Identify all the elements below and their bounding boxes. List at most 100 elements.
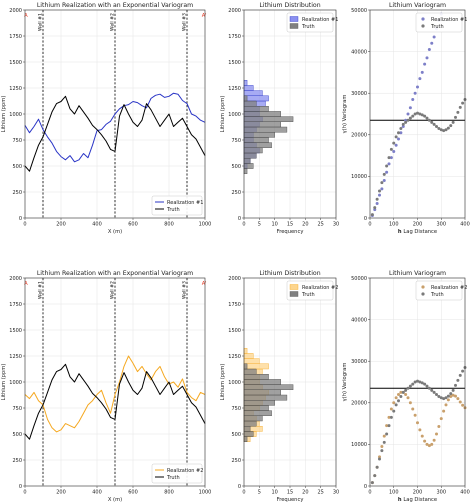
histogram-bar [243, 111, 281, 117]
y-tick-label: 1000 [228, 112, 241, 118]
x-tick-label: 1000 [199, 490, 212, 496]
y-tick-label: 1750 [9, 302, 22, 308]
variogram-point [411, 407, 415, 411]
variogram-point [382, 434, 386, 438]
series-line [24, 355, 206, 433]
variogram-point [425, 384, 429, 388]
x-tick-label: 20 [302, 222, 308, 228]
variogram-point [430, 442, 434, 446]
histogram-bar [243, 105, 269, 112]
variogram-point [413, 91, 417, 95]
variogram-point [397, 399, 400, 403]
variogram-point [430, 388, 434, 392]
y-tick-label: 0 [238, 216, 241, 222]
x-axis-label: X (m) [108, 229, 122, 235]
variogram-point [446, 394, 450, 398]
x-tick-label: 200 [56, 490, 66, 496]
x-tick-label: 25 [317, 490, 323, 496]
variogram-point [385, 424, 389, 428]
variogram-point [432, 35, 436, 39]
x-tick-label: 15 [287, 222, 293, 228]
y-tick-label: 250 [231, 190, 241, 196]
chart-title: Lithium Realization with an Exponential … [37, 2, 193, 9]
variogram-point [399, 131, 403, 135]
variogram-point [408, 116, 412, 120]
variogram-point [461, 369, 465, 373]
variogram-point [404, 118, 408, 122]
variogram-point [454, 394, 457, 398]
histogram-bar [243, 95, 269, 102]
histogram-bar [243, 436, 248, 443]
variogram-point [425, 56, 429, 60]
x-axis-label: Frequency [277, 497, 304, 503]
variogram-point [387, 156, 391, 160]
variogram-point [425, 116, 429, 120]
variogram-point [454, 383, 457, 387]
y-tick-label: 250 [12, 458, 22, 464]
y-tick-label: 0 [238, 484, 241, 490]
variogram-point [404, 392, 408, 396]
variogram-point [394, 135, 398, 139]
chart-title: Lithium Variogram [389, 270, 446, 277]
variogram-point [385, 170, 389, 174]
variogram-point [423, 62, 427, 66]
y-axis-label: Lithium (ppm) [1, 96, 7, 133]
y-axis-label: Lithium (ppm) [220, 364, 226, 401]
variogram-point [444, 128, 448, 132]
legend-label: Truth [301, 292, 315, 298]
legend-label: Truth [430, 292, 444, 298]
variogram-point [446, 398, 450, 402]
y-tick-label: 0 [364, 216, 367, 222]
variogram-point [439, 417, 443, 421]
variogram-point [399, 127, 403, 131]
y-tick-label: 1000 [228, 380, 241, 386]
histogram-bar [243, 368, 257, 375]
y-tick-label: 750 [231, 138, 241, 144]
series-line [24, 95, 206, 172]
variogram-point [435, 432, 438, 436]
plot-frame [243, 277, 337, 487]
x-tick-label: 0 [23, 222, 26, 228]
variogram-point [416, 421, 419, 425]
y-tick-label: 1500 [228, 60, 241, 66]
variogram-point [385, 432, 389, 436]
y-tick-label: 2000 [228, 8, 241, 14]
x-tick-label: 30 [333, 490, 339, 496]
histogram-bar [243, 358, 260, 365]
legend-box [151, 463, 203, 484]
histogram-bar [243, 353, 254, 359]
y-tick-label: 1000 [9, 380, 22, 386]
y-tick-label: 1750 [9, 34, 22, 40]
variogram-point [423, 382, 427, 386]
section-marker: A' [202, 13, 207, 19]
variogram-point [418, 112, 422, 116]
x-tick-label: 600 [128, 490, 138, 496]
histogram-bar [243, 116, 294, 122]
x-tick-label: 30 [333, 222, 339, 228]
x-tick-label: 200 [56, 222, 66, 228]
variogram-point [437, 425, 441, 429]
x-tick-label: 100 [389, 222, 399, 228]
variogram-point [442, 129, 446, 133]
variogram-point [432, 122, 436, 126]
variogram-point [373, 206, 377, 210]
well-label: Well #1 [38, 281, 44, 299]
y-tick-label: 40000 [351, 317, 367, 323]
legend-box [415, 12, 463, 33]
legend-swatch [421, 24, 425, 28]
y-tick-label: 10000 [351, 174, 367, 180]
histogram-bar [243, 85, 254, 91]
variogram-point [418, 380, 422, 384]
y-tick-label: 10000 [351, 442, 367, 448]
variogram-point [449, 124, 453, 128]
variogram-point [378, 457, 381, 461]
variogram-point [389, 156, 393, 160]
variogram-point [385, 164, 389, 168]
y-tick-label: 1000 [9, 112, 22, 118]
plot-frame [24, 277, 206, 487]
legend-swatch [421, 285, 425, 289]
histogram-bar [243, 121, 281, 128]
chart-2: Lithium Variogram 0 100 200 300 400 0 10000 2000… [342, 2, 470, 235]
